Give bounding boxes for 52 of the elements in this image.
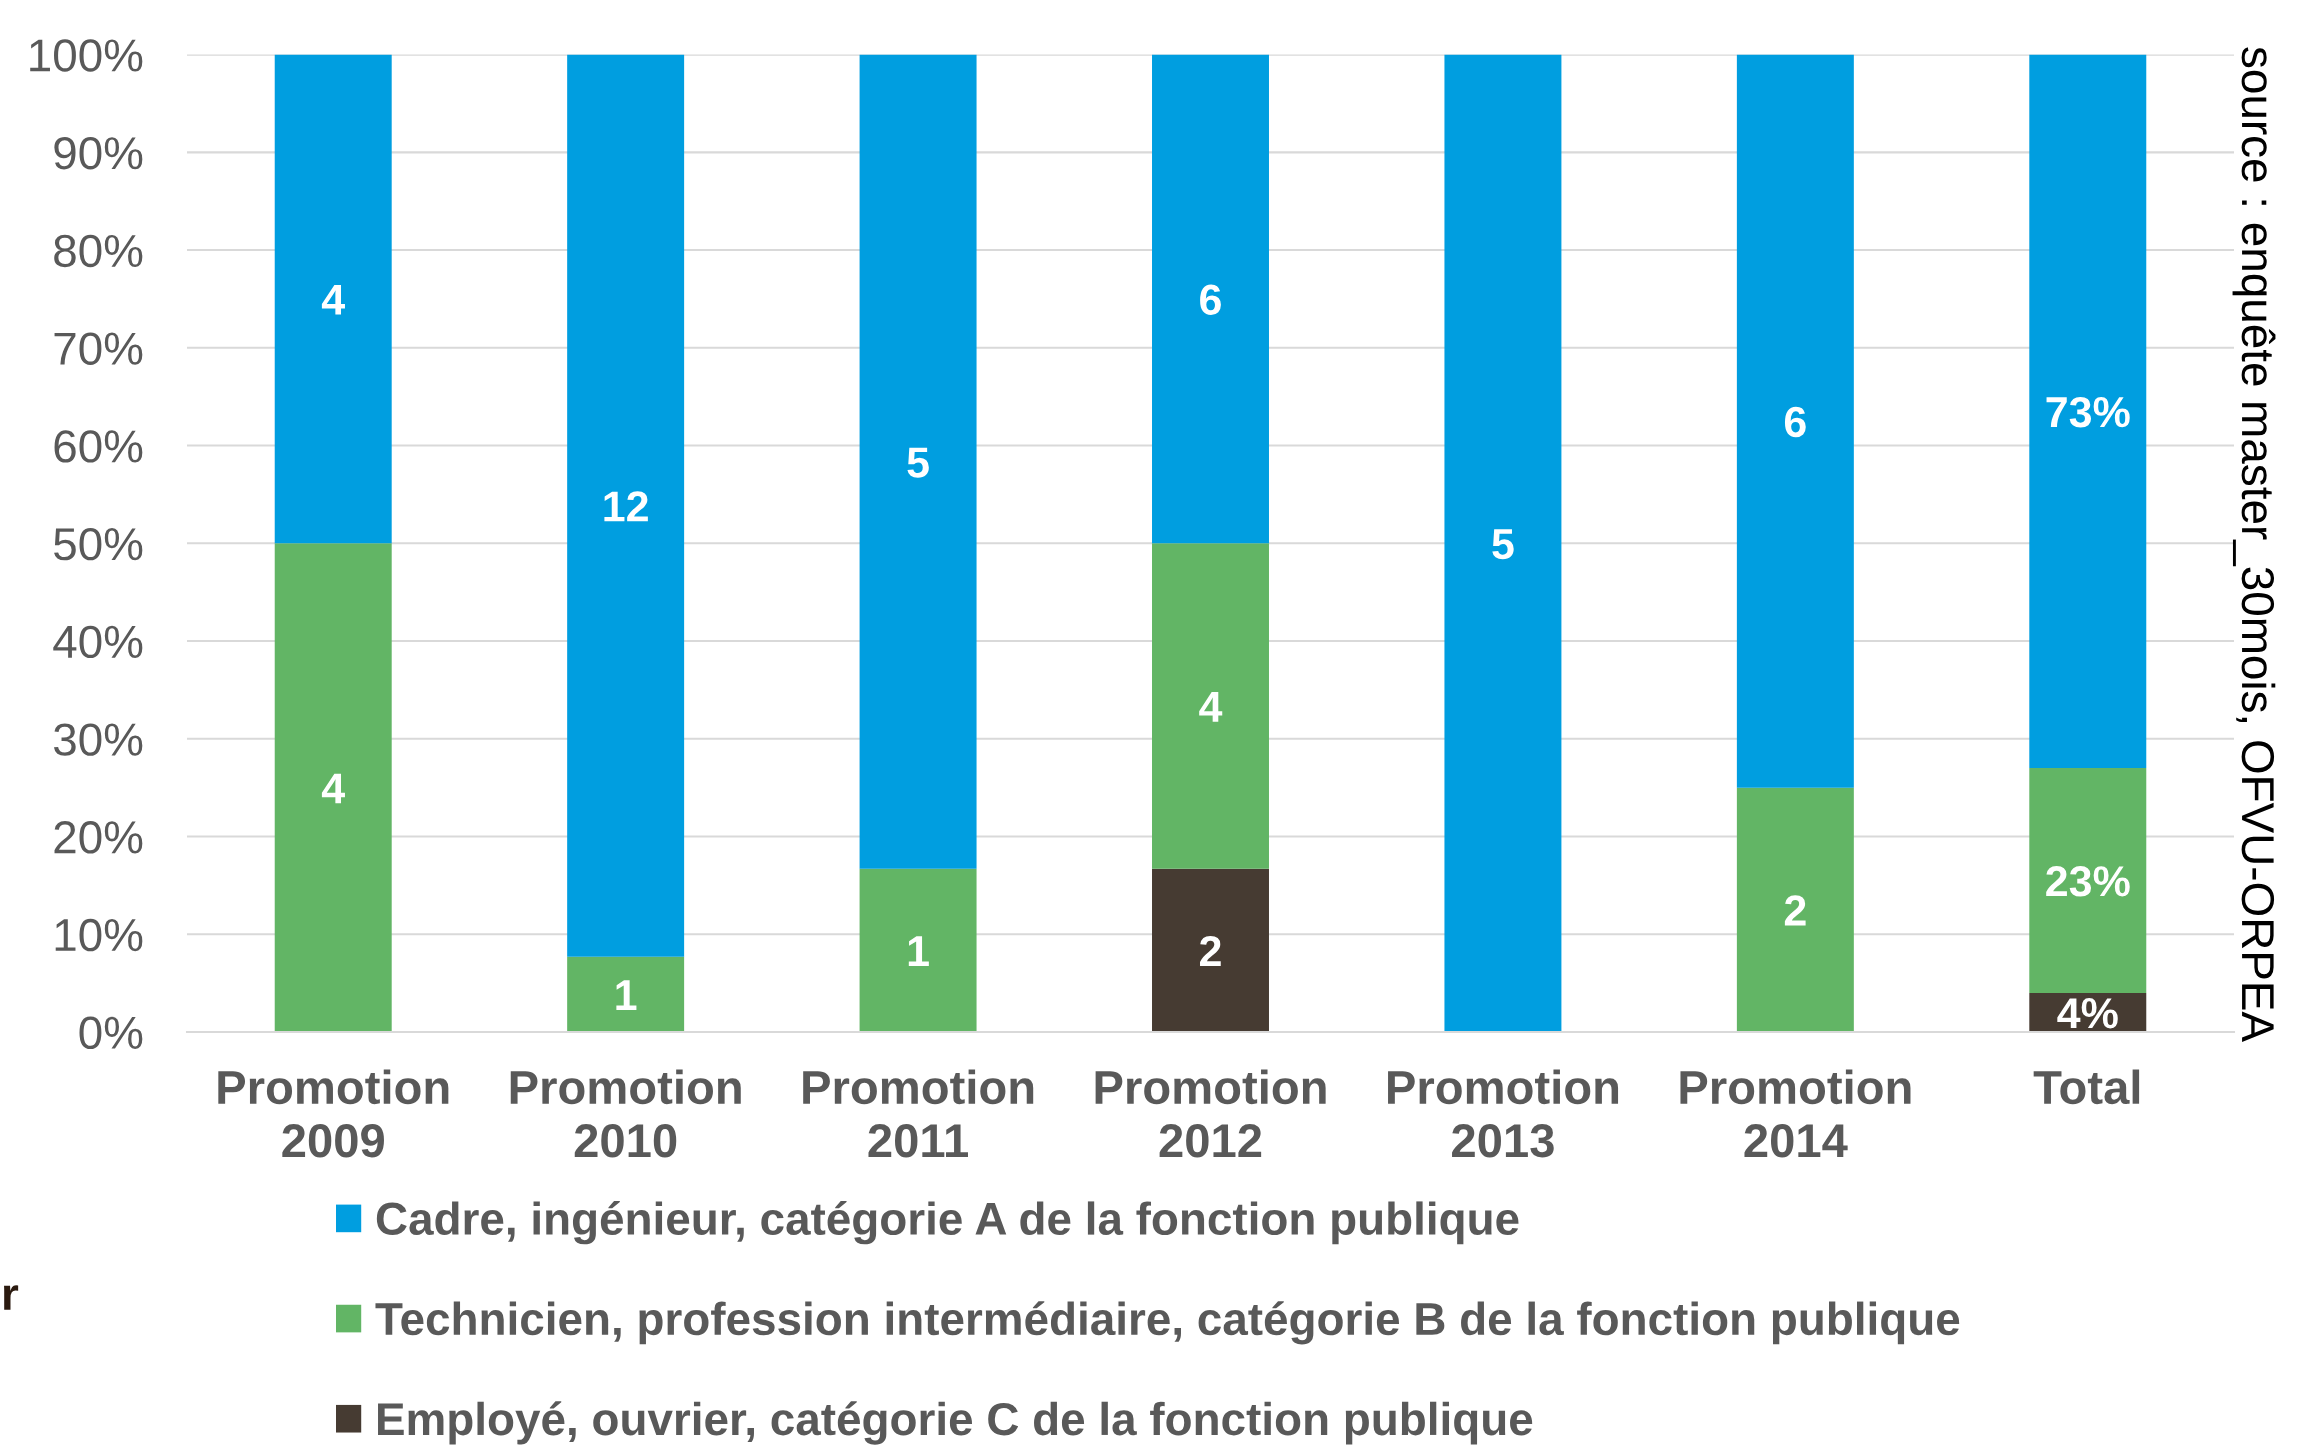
- y-tick-label: 30%: [53, 723, 143, 756]
- bar: [1152, 54, 1269, 544]
- bar: [567, 54, 685, 957]
- bar: [274, 54, 392, 544]
- annotation: source : enquête master_30mois, OFVU-ORPEA: [2232, 47, 2276, 1042]
- bar: [1736, 787, 1854, 1032]
- data-label: 23%: [2046, 866, 2130, 897]
- annotation: 6: [1784, 406, 1806, 438]
- annotation: 2: [1200, 935, 1221, 966]
- x-tick-label: Promotion 2014: [1680, 1069, 1911, 1158]
- annotation: 6: [1200, 284, 1221, 315]
- x-tick-label: Total: [2033, 1069, 2140, 1105]
- annotation: 2: [1784, 895, 1806, 926]
- legend-label: Technicien, profession intermédiaire, catégorie B de la fonction publique: [375, 1301, 1960, 1345]
- x-tick-label: Promotion 2013: [1388, 1069, 1619, 1158]
- bar: [1736, 54, 1854, 788]
- bar: [2029, 768, 2147, 993]
- bar: [1152, 543, 1269, 869]
- data-label: 73%: [2046, 396, 2130, 428]
- annotation: 12: [604, 491, 648, 522]
- y-tick-label: 100%: [30, 39, 143, 72]
- y-tick-label: 50%: [54, 527, 143, 561]
- x-tick-label: Promotion 2009: [218, 1069, 449, 1158]
- annotation: 4: [321, 284, 345, 315]
- bar: [274, 543, 392, 1032]
- bar: [1444, 54, 1562, 1032]
- y-tick-label: 70%: [54, 332, 143, 365]
- y-tick-label: 40%: [53, 625, 143, 659]
- y-tick-label: 80%: [54, 234, 143, 268]
- annotation: 4: [1199, 692, 1223, 722]
- data-label: 4%: [2057, 998, 2118, 1029]
- annotation: 1: [908, 936, 929, 966]
- x-tick-label: Promotion 2012: [1095, 1069, 1326, 1158]
- annotation: 4: [321, 773, 345, 804]
- y-tick-label: 20%: [54, 821, 143, 854]
- x-tick-label: Promotion 2011: [803, 1069, 1034, 1158]
- y-tick-label: 0%: [79, 1016, 143, 1050]
- y-tick-label: 10%: [55, 918, 143, 952]
- bar: [2029, 54, 2147, 769]
- bar: [859, 868, 977, 1032]
- bar: [859, 54, 977, 869]
- bar: [567, 956, 685, 1032]
- legend-label: Employé, ouvrier, catégorie C de la fonction publique: [378, 1401, 1533, 1445]
- annotation: 5: [907, 447, 929, 478]
- text: r: [4, 1285, 19, 1310]
- bar: [1152, 868, 1269, 1032]
- y-tick-label: 90%: [54, 136, 143, 170]
- annotation: 5: [1492, 529, 1514, 560]
- legend-label: Cadre, ingénieur, catégorie A de la fonction publique: [376, 1201, 1519, 1245]
- annotation: 1: [616, 980, 637, 1010]
- x-tick-label: Promotion 2010: [510, 1069, 741, 1158]
- y-tick-label: 60%: [54, 430, 143, 463]
